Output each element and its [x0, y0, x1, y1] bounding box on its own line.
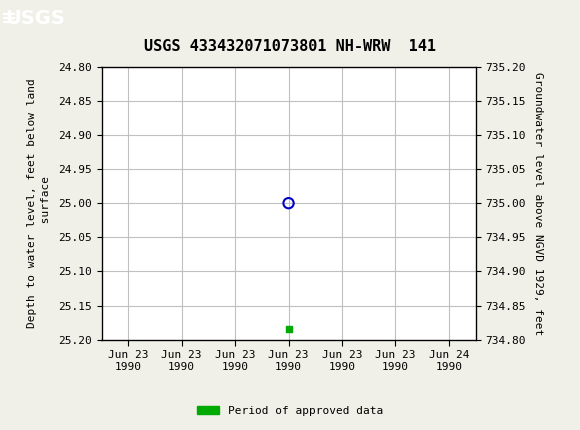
Text: USGS: USGS: [5, 9, 65, 28]
Point: [284, 200, 293, 207]
Text: ≡: ≡: [1, 9, 17, 28]
Text: USGS 433432071073801 NH-WRW  141: USGS 433432071073801 NH-WRW 141: [144, 39, 436, 54]
Point: [284, 326, 293, 333]
Y-axis label: Depth to water level, feet below land
 surface: Depth to water level, feet below land su…: [27, 78, 51, 328]
Legend: Period of approved data: Period of approved data: [193, 401, 387, 420]
Y-axis label: Groundwater level above NGVD 1929, feet: Groundwater level above NGVD 1929, feet: [533, 71, 543, 335]
